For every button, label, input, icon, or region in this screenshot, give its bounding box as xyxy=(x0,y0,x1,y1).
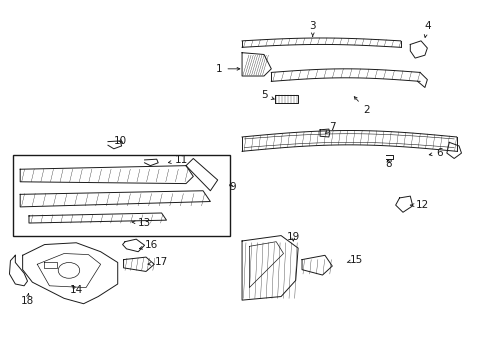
Text: 19: 19 xyxy=(286,232,299,242)
Text: 10: 10 xyxy=(113,136,126,145)
Text: 9: 9 xyxy=(228,182,235,192)
Text: 6: 6 xyxy=(428,148,442,158)
Text: 4: 4 xyxy=(423,21,430,37)
Text: 7: 7 xyxy=(325,122,335,134)
Text: 13: 13 xyxy=(132,218,151,228)
Text: 8: 8 xyxy=(384,159,391,169)
Text: 12: 12 xyxy=(409,200,428,210)
Text: 15: 15 xyxy=(346,255,363,265)
Text: 14: 14 xyxy=(69,285,83,296)
Text: 5: 5 xyxy=(260,90,274,100)
Text: 18: 18 xyxy=(21,293,34,306)
Text: 11: 11 xyxy=(168,155,187,165)
Text: 16: 16 xyxy=(139,240,158,250)
Text: 2: 2 xyxy=(353,97,369,115)
Text: 1: 1 xyxy=(215,64,239,74)
Text: 17: 17 xyxy=(147,257,168,267)
Bar xyxy=(13,155,229,235)
Text: 3: 3 xyxy=(309,21,315,36)
